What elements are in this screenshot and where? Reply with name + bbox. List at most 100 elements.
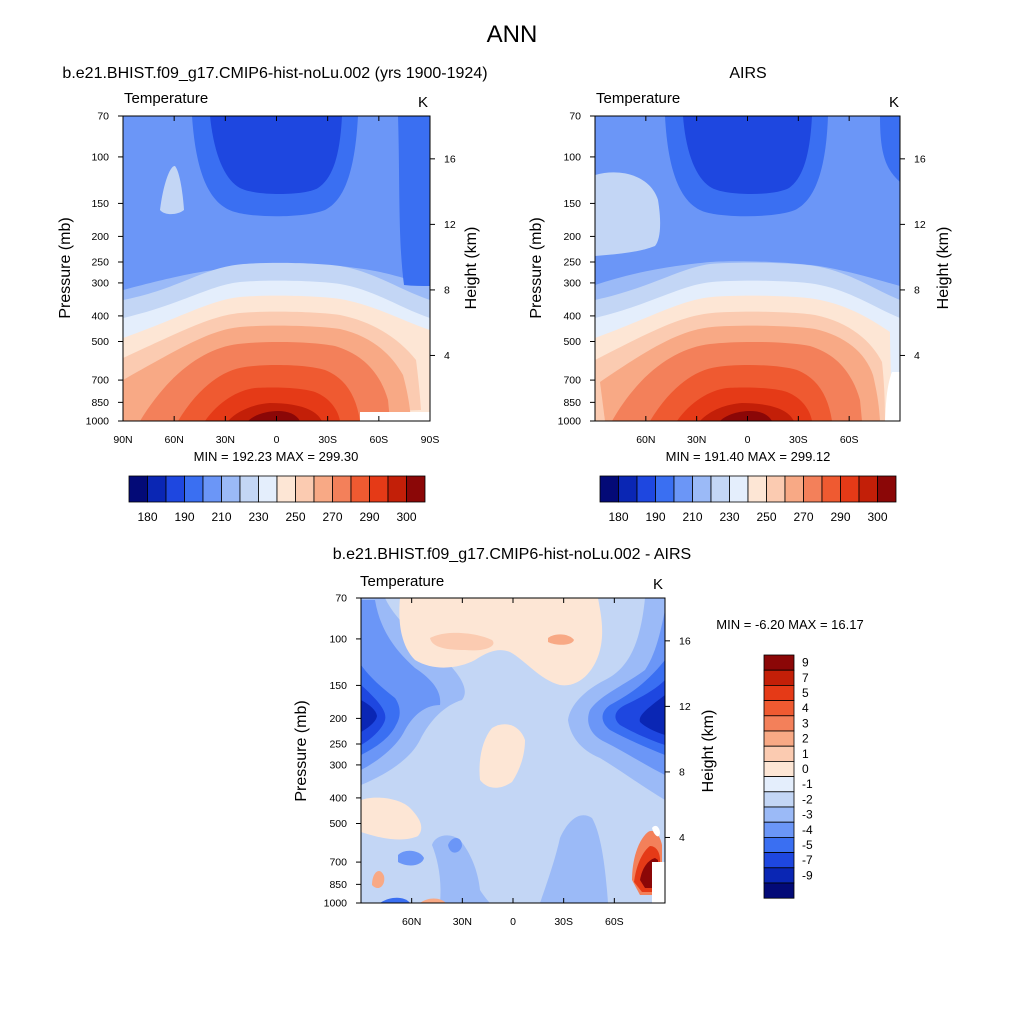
colorbar-swatch (636, 475, 656, 503)
x-tick-label: 60N (402, 916, 421, 928)
y2-tick-label: 4 (914, 350, 920, 362)
y-tick-label: 150 (563, 198, 581, 210)
x-tick-label: 60S (605, 916, 624, 928)
missing-data-surface (360, 412, 430, 421)
contour-field (595, 116, 900, 421)
colorbar-label: 290 (830, 510, 850, 524)
y2-axis-title: Height (km) (935, 227, 952, 310)
colorbar-label: 230 (719, 510, 739, 524)
colorbar-swatch (295, 475, 315, 503)
y-tick-label: 850 (563, 397, 581, 409)
colorbar-swatch (763, 791, 795, 808)
colorbar-swatch (184, 475, 204, 503)
axis-ticks: 70 100 150 200 250 300 400 500 700 850 1000 60N 30N 0… (558, 111, 926, 447)
colorbar-swatch (729, 475, 749, 503)
colorbar-swatch (221, 475, 241, 503)
colorbar-swatch (840, 475, 860, 503)
contour-fill-minus7-nh (361, 700, 377, 732)
contour-fill-300 (248, 411, 300, 421)
variable-label: Temperature (596, 90, 680, 107)
y-tick-label: 700 (91, 375, 109, 387)
y-tick-label: 150 (329, 680, 347, 692)
contour-fill-300 (720, 411, 772, 421)
y-tick-label: 200 (563, 231, 581, 243)
y2-tick-label: 8 (679, 766, 685, 778)
panel-title: AIRS (729, 65, 766, 82)
colorbar-swatch (763, 776, 795, 793)
contour-fill-plus0-mid (479, 724, 525, 788)
y-tick-label: 850 (91, 397, 109, 409)
y-tick-label: 700 (329, 857, 347, 869)
y2-tick-label: 12 (679, 701, 691, 713)
axis-ticks: 70 100 150 200 250 300 400 500 700 850 1000 60N 30N 0… (324, 593, 691, 929)
colorbar-label: 7 (802, 671, 809, 685)
contour-fill-plus2-spot (372, 870, 385, 889)
y2-tick-label: 16 (679, 635, 691, 647)
colorbar-label: 210 (211, 510, 231, 524)
colorbar-swatch (763, 837, 795, 854)
colorbar-label: 290 (359, 510, 379, 524)
panel-title: b.e21.BHIST.f09_g17.CMIP6-hist-noLu.002 … (62, 65, 487, 82)
colorbar-label: 0 (802, 762, 809, 776)
colorbar-swatch (784, 475, 804, 503)
colorbar-label: 2 (802, 732, 809, 746)
colorbar-label: 180 (137, 510, 157, 524)
y-tick-label: 150 (91, 198, 109, 210)
panel-title: b.e21.BHIST.f09_g17.CMIP6-hist-noLu.002 … (333, 546, 691, 563)
y2-axis-title: Height (km) (700, 710, 717, 793)
colorbar-swatch (692, 475, 712, 503)
y-tick-label: 250 (329, 739, 347, 751)
y-tick-label: 400 (563, 310, 581, 322)
x-tick-label: 30S (554, 916, 573, 928)
x-tick-label: 60N (165, 434, 184, 446)
colorbar-label: -1 (802, 777, 813, 791)
colorbar-label: 250 (285, 510, 305, 524)
y-tick-label: 400 (91, 310, 109, 322)
y-tick-label: 100 (329, 633, 347, 645)
colorbar-swatch (239, 475, 259, 503)
contour-fill-plus0-upper (399, 598, 603, 686)
colorbar-label: 9 (802, 656, 809, 670)
contour-fill-190-tropical (210, 116, 342, 194)
colorbar-swatch (766, 475, 786, 503)
colorbar-label: 270 (322, 510, 342, 524)
variable-label: Temperature (360, 573, 444, 590)
colorbar-swatch (406, 475, 426, 503)
contour-fill-minus2-low (432, 835, 490, 903)
colorbar-swatch (803, 475, 823, 503)
y-axis-title: Pressure (mb) (293, 700, 310, 801)
colorbar-swatch (763, 882, 795, 899)
y2-axis-title: Height (km) (463, 227, 480, 310)
y-tick-label: 100 (563, 151, 581, 163)
panel-difference: b.e21.BHIST.f09_g17.CMIP6-hist-noLu.002 … (293, 546, 864, 928)
y2-tick-label: 8 (914, 284, 920, 296)
colorbar-swatch (350, 475, 370, 503)
colorbar-swatch (763, 806, 795, 823)
contour-fill-minus4-surface (380, 897, 410, 903)
colorbar-swatch (655, 475, 675, 503)
colorbar-swatch (763, 669, 795, 686)
min-max-stats: MIN = 191.40 MAX = 299.12 (666, 449, 831, 464)
colorbar-swatch (763, 761, 795, 778)
y-tick-label: 850 (329, 879, 347, 891)
colorbar-label: 230 (248, 510, 268, 524)
y-tick-label: 100 (91, 151, 109, 163)
missing-data-edge (652, 825, 660, 837)
x-tick-label: 0 (745, 434, 751, 446)
colorbar-swatch (763, 867, 795, 884)
colorbar-swatch (763, 715, 795, 732)
x-tick-label: 60S (369, 434, 388, 446)
x-tick-label: 0 (274, 434, 280, 446)
colorbar-swatch (165, 475, 185, 503)
contour-fill-plus1-nh (430, 632, 494, 651)
colorbar-swatch (710, 475, 730, 503)
contour-fill-230-high-lat (595, 172, 661, 256)
y-tick-label: 500 (91, 336, 109, 348)
y-tick-label: 300 (91, 277, 109, 289)
y-tick-label: 1000 (324, 898, 348, 910)
colorbar-swatch (747, 475, 767, 503)
y-tick-label: 400 (329, 792, 347, 804)
units-label: K (889, 94, 899, 111)
